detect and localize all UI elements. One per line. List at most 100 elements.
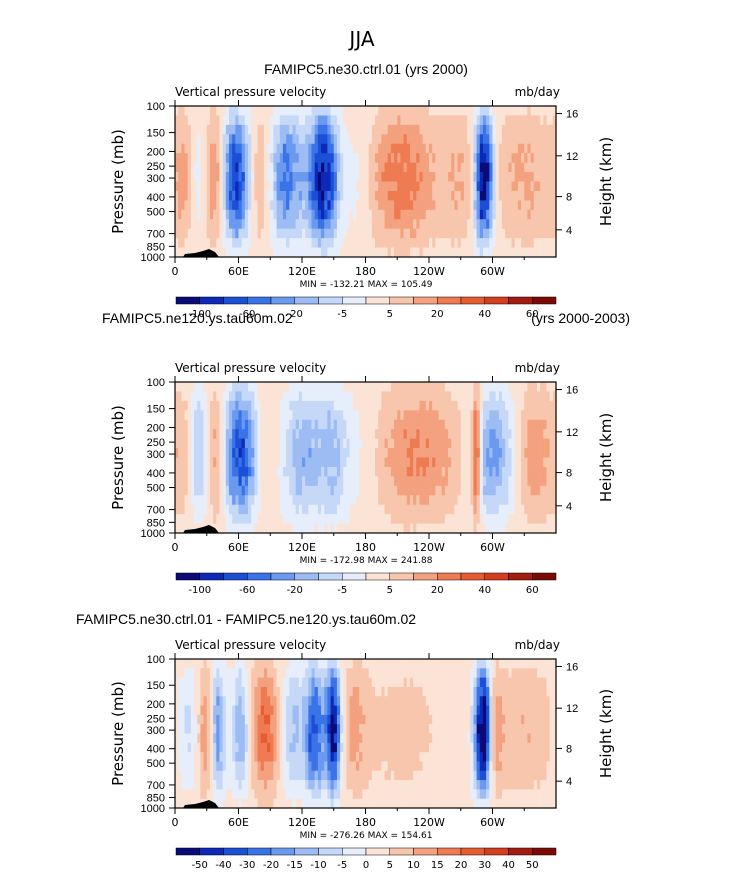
heatmap-cell: [352, 438, 357, 449]
heatmap-cell: [254, 238, 259, 249]
heatmap-cell: [527, 438, 532, 449]
heatmap-cell: [305, 705, 309, 716]
heatmap-cell: [298, 190, 303, 201]
heatmap-cell: [444, 419, 449, 430]
heatmap-cell: [479, 438, 484, 449]
heatmap-cell: [302, 219, 306, 230]
heatmap-cell: [308, 761, 313, 772]
heatmap-cell: [368, 448, 373, 459]
heatmap-cell: [448, 410, 452, 421]
heatmap-cell: [355, 770, 360, 781]
heatmap-cell: [333, 153, 338, 164]
heatmap-cell: [432, 200, 436, 211]
heatmap-cell: [413, 219, 417, 230]
heatmap-cell: [362, 382, 367, 393]
heatmap-cell: [333, 438, 338, 449]
heatmap-cell: [508, 134, 513, 145]
heatmap-cell: [359, 238, 363, 249]
heatmap-cell: [311, 162, 316, 173]
heatmap-cell: [286, 410, 290, 421]
heatmap-cell: [346, 485, 351, 496]
heatmap-cell: [187, 485, 192, 496]
heatmap-cell: [276, 466, 281, 477]
heatmap-cell: [279, 798, 284, 809]
heatmap-cell: [521, 209, 525, 220]
heatmap-cell: [355, 677, 360, 688]
heatmap-cell: [235, 476, 240, 487]
heatmap-cell: [552, 457, 557, 468]
heatmap-cell: [454, 382, 459, 393]
heatmap-cell: [552, 209, 557, 220]
heatmap-cell: [213, 219, 217, 230]
heatmap-cell: [381, 429, 386, 440]
heatmap-cell: [435, 382, 440, 393]
heatmap-cell: [533, 181, 538, 192]
heatmap-cell: [400, 391, 405, 402]
heatmap-cell: [238, 514, 243, 525]
heatmap-cell: [346, 476, 351, 487]
heatmap-cell: [498, 200, 503, 211]
heatmap-cell: [241, 153, 246, 164]
heatmap-cell: [225, 485, 230, 496]
heatmap-cell: [279, 181, 284, 192]
heatmap-cell: [546, 504, 551, 515]
heatmap-cell: [438, 495, 443, 506]
heatmap-cell: [324, 523, 328, 534]
heatmap-cell: [289, 400, 294, 411]
heatmap-cell: [375, 115, 379, 126]
heatmap-cell: [209, 190, 214, 201]
heatmap-cell: [267, 466, 271, 477]
heatmap-cell: [346, 523, 351, 534]
heatmap-cell: [387, 457, 392, 468]
heatmap-cell: [514, 143, 519, 154]
heatmap-cell: [460, 485, 465, 496]
heatmap-cell: [460, 400, 465, 411]
heatmap-cell: [387, 391, 392, 402]
heatmap-cell: [413, 410, 417, 421]
heatmap-cell: [254, 143, 259, 154]
heatmap-cell: [270, 153, 275, 164]
heatmap-cell: [324, 400, 328, 411]
heatmap-cell: [298, 476, 303, 487]
heatmap-cell: [222, 438, 227, 449]
heatmap-cell: [432, 124, 436, 135]
heatmap-cell: [355, 419, 360, 430]
heatmap-cell: [248, 448, 252, 459]
heatmap-cell: [209, 238, 214, 249]
heatmap-cell: [451, 438, 455, 449]
heatmap-cell: [498, 238, 503, 249]
heatmap-cell: [365, 504, 370, 515]
heatmap-cell: [184, 153, 189, 164]
heatmap-cell: [413, 382, 417, 393]
heatmap-cell: [349, 228, 354, 239]
heatmap-cell: [371, 134, 376, 145]
heatmap-cell: [270, 162, 275, 173]
heatmap-cell: [413, 400, 417, 411]
heatmap-cell: [457, 410, 462, 421]
heatmap-cell: [311, 382, 316, 393]
heatmap-cell: [346, 181, 351, 192]
heatmap-cell: [413, 190, 417, 201]
heatmap-cell: [184, 162, 189, 173]
heatmap-cell: [435, 200, 440, 211]
heatmap-cell: [251, 770, 255, 781]
heatmap-cell: [368, 219, 373, 230]
heatmap-cell: [416, 382, 421, 393]
heatmap-cell: [378, 219, 382, 230]
heatmap-cell: [540, 153, 544, 164]
heatmap-cell: [390, 238, 395, 249]
heatmap-cell: [387, 410, 392, 421]
heatmap-cell: [473, 115, 478, 126]
heatmap-cell: [524, 466, 529, 477]
heatmap-cell: [298, 677, 303, 688]
heatmap-cell: [441, 382, 446, 393]
heatmap-cell: [381, 514, 386, 525]
heatmap-cell: [241, 457, 246, 468]
heatmap-cell: [260, 742, 265, 753]
heatmap-cell: [270, 696, 275, 707]
heatmap-cell: [362, 219, 367, 230]
heatmap-cell: [330, 115, 335, 126]
heatmap-cell: [425, 238, 430, 249]
heatmap-cell: [365, 476, 370, 487]
heatmap-cell: [448, 514, 452, 525]
